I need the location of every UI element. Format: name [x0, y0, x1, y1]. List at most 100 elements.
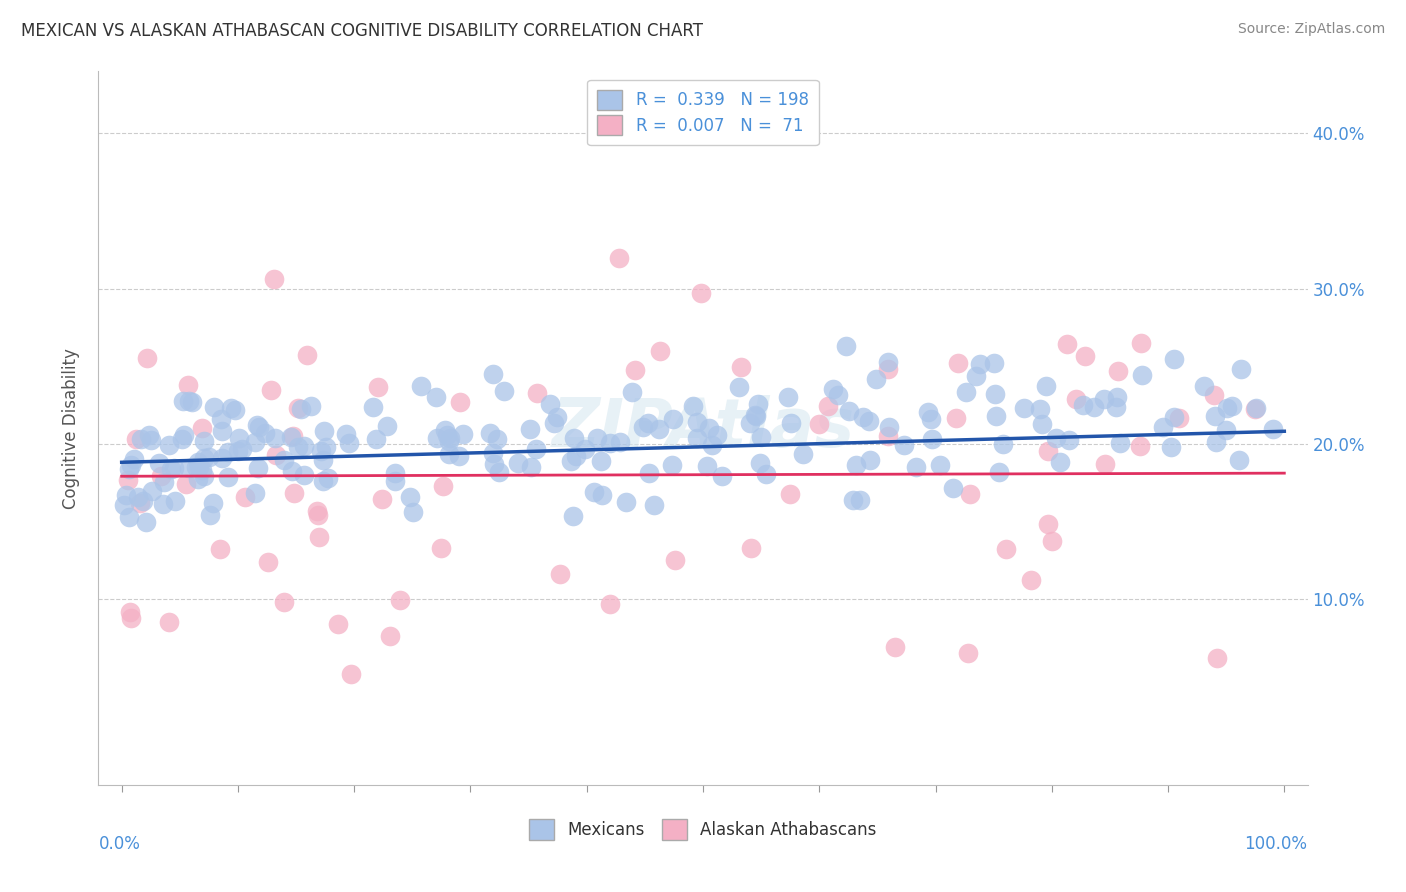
Point: [582, 485, 605, 500]
Point: [877, 420, 900, 434]
Point: [928, 458, 950, 472]
Point: [543, 417, 565, 431]
Point: [316, 471, 339, 485]
Point: [280, 429, 302, 443]
Point: [779, 416, 801, 430]
Point: [315, 440, 337, 454]
Point: [506, 456, 529, 470]
Point: [661, 458, 683, 473]
Point: [141, 434, 163, 448]
Point: [621, 385, 644, 400]
Point: [662, 412, 685, 426]
Point: [1230, 361, 1253, 376]
Point: [233, 490, 256, 504]
Point: [883, 640, 905, 654]
Point: [118, 461, 141, 475]
Point: [188, 460, 211, 475]
Point: [127, 490, 149, 504]
Point: [221, 401, 243, 415]
Text: 100.0%: 100.0%: [1244, 835, 1308, 853]
Point: [755, 467, 778, 481]
Point: [1263, 422, 1285, 436]
Point: [845, 458, 868, 473]
Point: [312, 424, 335, 438]
Point: [384, 474, 406, 488]
Point: [650, 344, 672, 359]
Point: [1163, 351, 1185, 366]
Point: [191, 463, 214, 477]
Point: [115, 488, 138, 502]
Point: [337, 436, 360, 450]
Point: [118, 605, 141, 619]
Point: [749, 430, 772, 444]
Point: [1107, 364, 1129, 378]
Point: [1167, 410, 1189, 425]
Point: [591, 488, 613, 502]
Point: [363, 400, 385, 414]
Point: [135, 351, 157, 365]
Point: [447, 449, 470, 463]
Point: [231, 442, 253, 456]
Point: [538, 396, 561, 410]
Point: [307, 508, 329, 522]
Point: [181, 395, 204, 409]
Point: [209, 411, 232, 425]
Point: [177, 378, 200, 392]
Point: [138, 428, 160, 442]
Point: [193, 468, 215, 483]
Point: [591, 454, 613, 468]
Point: [519, 422, 541, 436]
Point: [389, 593, 412, 607]
Point: [690, 286, 713, 301]
Point: [201, 496, 224, 510]
Point: [1205, 434, 1227, 449]
Point: [173, 427, 195, 442]
Point: [637, 467, 659, 481]
Point: [281, 464, 304, 478]
Point: [209, 542, 232, 557]
Point: [548, 567, 571, 582]
Point: [479, 425, 502, 440]
Point: [792, 447, 814, 461]
Point: [243, 485, 266, 500]
Point: [384, 466, 406, 480]
Point: [808, 417, 831, 432]
Point: [779, 486, 801, 500]
Point: [449, 395, 471, 409]
Point: [607, 251, 630, 265]
Point: [226, 444, 249, 458]
Point: [1074, 349, 1097, 363]
Point: [969, 357, 991, 371]
Point: [747, 397, 769, 411]
Text: 0.0%: 0.0%: [98, 835, 141, 853]
Point: [366, 433, 388, 447]
Y-axis label: Cognitive Disability: Cognitive Disability: [62, 348, 80, 508]
Point: [217, 469, 239, 483]
Point: [1035, 379, 1057, 393]
Point: [728, 380, 751, 394]
Point: [744, 408, 766, 422]
Point: [524, 442, 547, 457]
Point: [876, 362, 898, 376]
Point: [292, 467, 315, 482]
Point: [1205, 651, 1227, 665]
Point: [1130, 335, 1153, 350]
Point: [132, 494, 155, 508]
Point: [149, 469, 172, 483]
Point: [308, 530, 330, 544]
Point: [858, 452, 880, 467]
Point: [371, 491, 394, 506]
Point: [152, 497, 174, 511]
Point: [1036, 516, 1059, 531]
Point: [335, 426, 357, 441]
Point: [987, 466, 1010, 480]
Point: [1192, 378, 1215, 392]
Point: [965, 368, 987, 383]
Point: [1108, 436, 1130, 450]
Point: [375, 419, 398, 434]
Point: [260, 383, 283, 397]
Point: [959, 487, 981, 501]
Point: [129, 433, 152, 447]
Point: [187, 472, 209, 486]
Point: [1220, 399, 1243, 413]
